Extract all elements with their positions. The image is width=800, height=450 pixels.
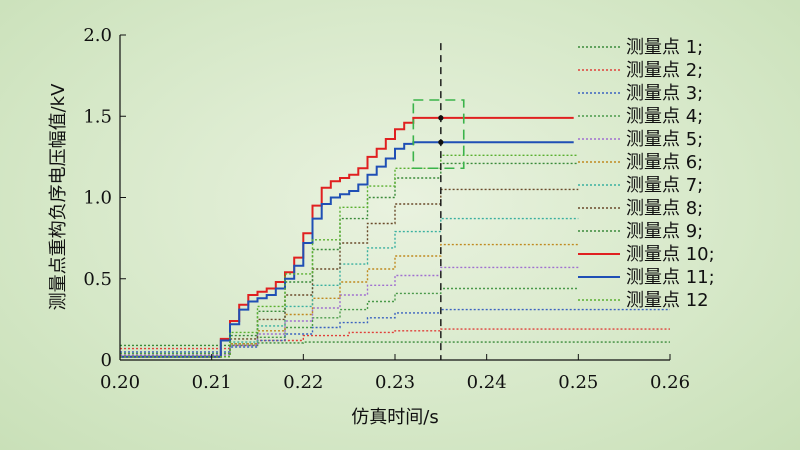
x-tick-label: 0.23 bbox=[375, 372, 415, 393]
x-axis-label: 仿真时间/s bbox=[351, 407, 438, 428]
x-tick-label: 0.22 bbox=[283, 372, 323, 393]
x-tick-label: 0.25 bbox=[558, 372, 598, 393]
series-line-1 bbox=[120, 341, 670, 347]
series-line-11 bbox=[120, 141, 574, 358]
legend-label-1: 测量点 1; bbox=[626, 37, 703, 58]
legend-label-8: 测量点 8; bbox=[626, 198, 703, 219]
series-line-8 bbox=[120, 188, 579, 358]
legend-label-4: 测量点 4; bbox=[626, 106, 703, 127]
legend-label-7: 测量点 7; bbox=[626, 175, 703, 196]
x-tick-label: 0.20 bbox=[100, 372, 140, 393]
series-line-6 bbox=[120, 243, 579, 358]
legend-label-12: 测量点 12 bbox=[626, 290, 709, 311]
zoom-box bbox=[412, 99, 465, 170]
series-line-7 bbox=[120, 217, 579, 358]
x-tick-label: 0.21 bbox=[192, 372, 232, 393]
legend-label-11: 测量点 11; bbox=[626, 267, 715, 288]
legend-label-9: 测量点 9; bbox=[626, 221, 703, 242]
legend-label-3: 测量点 3; bbox=[626, 83, 703, 104]
y-tick-label: 2.0 bbox=[83, 25, 112, 46]
marker-dot-10 bbox=[438, 115, 444, 121]
x-tick-label: 0.26 bbox=[650, 372, 690, 393]
series-line-10 bbox=[120, 116, 574, 358]
legend-label-2: 测量点 2; bbox=[626, 60, 703, 81]
series-line-4 bbox=[120, 287, 579, 355]
y-tick-label: 1.0 bbox=[83, 188, 112, 209]
marker-dot-11 bbox=[438, 139, 444, 145]
y-tick-label: 0 bbox=[101, 350, 112, 371]
legend-label-6: 测量点 6; bbox=[626, 152, 703, 173]
y-tick-label: 1.5 bbox=[83, 106, 112, 127]
series-line-12 bbox=[120, 154, 579, 358]
legend-label-5: 测量点 5; bbox=[626, 129, 703, 150]
legend: 测量点 1;测量点 2;测量点 3;测量点 4;测量点 5;测量点 6;测量点 … bbox=[578, 37, 715, 311]
y-tick-label: 0.5 bbox=[83, 269, 112, 290]
x-tick-label: 0.24 bbox=[467, 372, 507, 393]
annotation-layer bbox=[412, 43, 465, 360]
series-line-3 bbox=[120, 308, 670, 353]
series-line-2 bbox=[120, 328, 670, 350]
legend-label-10: 测量点 10; bbox=[626, 244, 715, 265]
axis-layer: 0.20 0.21 0.22 0.23 0.24 0.25 0.26 0 0.5 1.0 1.5 2.… bbox=[83, 25, 690, 393]
y-axis-label: 测量点重构负序电压幅值/kV bbox=[48, 83, 69, 310]
series-layer bbox=[120, 116, 670, 358]
